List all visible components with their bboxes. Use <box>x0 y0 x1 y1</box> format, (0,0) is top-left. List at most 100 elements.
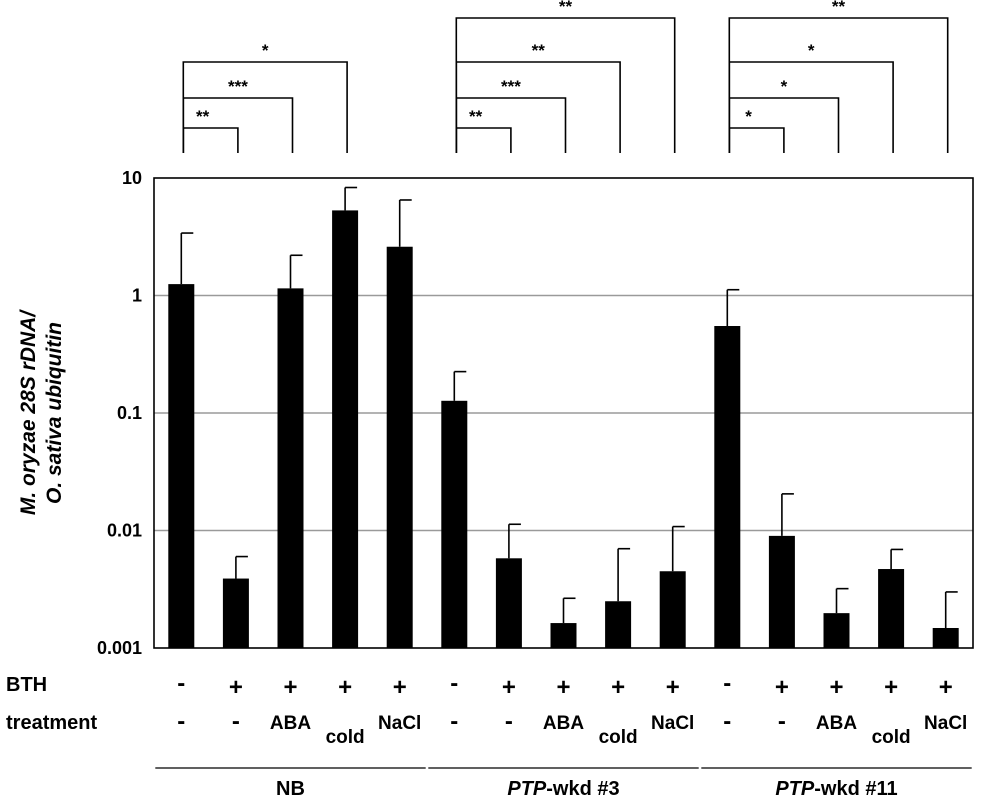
treatment-row-label: treatment <box>6 712 97 734</box>
bth-marker: + <box>775 674 789 701</box>
bar <box>168 284 195 648</box>
bracket-line <box>455 17 676 153</box>
y-tick-label: 10 <box>122 168 142 188</box>
bar <box>222 578 249 648</box>
treatment-label: NaCl <box>378 713 421 734</box>
error-bar <box>617 547 631 602</box>
error-bar <box>235 555 248 579</box>
bth-markers: - + + + + - + + + + - + + + + <box>177 670 952 701</box>
significance-label: * <box>808 41 815 60</box>
error-bar <box>508 523 521 559</box>
error-bar <box>835 587 849 614</box>
bracket-line <box>455 127 512 153</box>
treatment-label: NaCl <box>924 713 967 734</box>
treatment-label: - <box>723 708 731 735</box>
error-bar <box>289 254 303 289</box>
treatment-label: cold <box>599 727 638 748</box>
bar <box>332 210 359 648</box>
bracket-line <box>728 61 894 153</box>
error-bar <box>671 525 685 572</box>
bth-marker: + <box>502 674 516 701</box>
bracket-line <box>182 61 348 153</box>
group-labels: NB PTP-wkd #3 PTP-wkd #11 <box>155 767 972 800</box>
bar <box>550 623 577 648</box>
bar <box>932 627 959 648</box>
significance-bracket: ** <box>728 0 949 153</box>
treatment-label: cold <box>872 727 911 748</box>
bth-marker: + <box>556 674 570 701</box>
significance-bracket: ** <box>455 0 676 153</box>
significance-bracket: * <box>728 41 894 153</box>
error-bars <box>180 186 958 628</box>
bth-marker: - <box>723 670 731 697</box>
plot-frame <box>153 177 974 649</box>
bracket-line <box>728 17 949 153</box>
treatment-label: ABA <box>543 713 584 734</box>
error-bar <box>453 370 467 401</box>
group-label: NB <box>276 778 305 800</box>
significance-bracket: ** <box>455 41 621 153</box>
bracket-line <box>182 127 239 153</box>
significance-label: ** <box>196 107 210 126</box>
bth-row-label: BTH <box>6 674 47 696</box>
significance-bracket: * <box>182 41 348 153</box>
gridlines <box>154 294 973 532</box>
significance-bracket: * <box>728 107 785 153</box>
y-tick-label: 0.01 <box>107 521 142 541</box>
bth-marker: + <box>939 674 953 701</box>
bth-marker: + <box>884 674 898 701</box>
bar <box>768 535 795 648</box>
treatment-label: NaCl <box>651 713 694 734</box>
error-bar <box>726 288 740 327</box>
y-axis-label-line1: M. oryzae 28S rDNA/ <box>17 309 40 515</box>
bth-marker: + <box>611 674 625 701</box>
error-bar <box>944 591 958 628</box>
significance-label: ** <box>469 107 483 126</box>
bth-marker: + <box>393 674 407 701</box>
y-tick-label: 0.1 <box>117 403 142 423</box>
significance-bracket: ** <box>182 107 239 153</box>
treatment-label: - <box>505 708 513 735</box>
error-bar <box>890 548 904 570</box>
significance-bracket: ** <box>455 107 512 153</box>
y-axis-label: M. oryzae 28S rDNA/ O. sativa ubiquitin <box>17 309 66 515</box>
treatment-label: - <box>177 708 185 735</box>
significance-label: ** <box>832 0 846 16</box>
significance-label: * <box>262 41 269 60</box>
error-bar <box>562 597 576 624</box>
treatment-label: cold <box>326 727 365 748</box>
error-bar <box>180 232 194 285</box>
bar <box>714 326 741 648</box>
bth-marker: - <box>177 670 185 697</box>
treatment-label: - <box>232 708 240 735</box>
group-label: PTP-wkd #11 <box>775 778 897 800</box>
y-tick-labels: 10 1 0.1 0.01 0.001 <box>97 168 142 658</box>
significance-label: * <box>781 77 788 96</box>
error-bar <box>344 186 358 211</box>
bth-marker: - <box>450 670 458 697</box>
bar <box>386 246 413 648</box>
y-tick-label: 0.001 <box>97 638 142 658</box>
treatment-labels: - - ABA cold NaCl - - ABA cold NaCl - - ABA cold NaCl <box>177 708 967 748</box>
significance-label: *** <box>228 77 248 96</box>
significance-label: * <box>745 107 752 126</box>
bth-marker: + <box>338 674 352 701</box>
treatment-label: - <box>450 708 458 735</box>
bar <box>441 400 468 648</box>
significance-brackets: ******************** <box>182 0 949 153</box>
y-tick-label: 1 <box>132 286 142 306</box>
bth-marker: + <box>829 674 843 701</box>
bar <box>659 571 686 648</box>
bth-marker: + <box>229 674 243 701</box>
bars <box>168 210 959 648</box>
significance-label: *** <box>501 77 521 96</box>
significance-label: ** <box>559 0 573 16</box>
bar <box>605 601 632 648</box>
bar <box>277 288 304 648</box>
treatment-label: ABA <box>270 713 311 734</box>
error-bar <box>398 199 412 247</box>
bar <box>495 558 522 648</box>
treatment-label: - <box>778 708 786 735</box>
bracket-line <box>728 127 785 153</box>
